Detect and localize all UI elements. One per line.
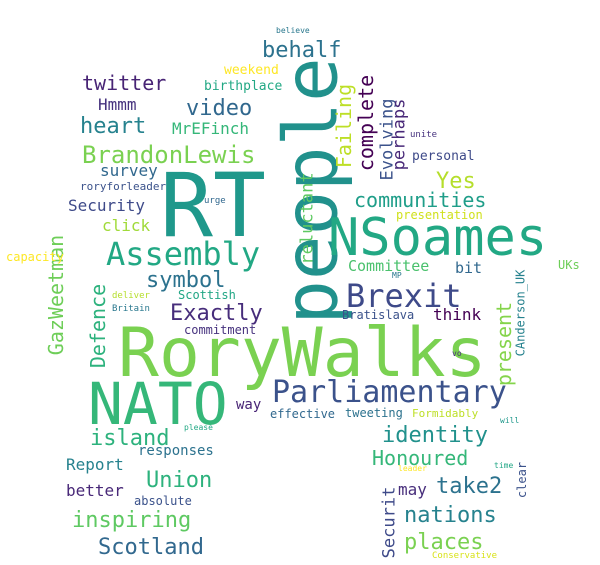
word-presentation: presentation	[396, 208, 483, 222]
word-think: think	[433, 305, 482, 324]
word-urge: urge	[204, 196, 226, 206]
word-rorywalks: RoryWalks	[118, 314, 487, 393]
word-unite: unite	[410, 130, 438, 140]
word-brexit: Brexit	[346, 277, 462, 315]
word-weekend: weekend	[224, 63, 279, 78]
word-twitter: twitter	[82, 71, 167, 95]
word-failing: Failing	[332, 83, 357, 169]
word-report: Report	[66, 455, 124, 474]
word-time: time	[494, 461, 514, 470]
word-survey: survey	[100, 161, 158, 180]
word-inspiring: inspiring	[72, 508, 192, 533]
word-conservative: Conservative	[432, 551, 498, 561]
word-personal: personal	[412, 149, 475, 164]
word-nations: nations	[404, 503, 497, 528]
word-honoured: Honoured	[372, 446, 469, 470]
word-click: click	[102, 216, 151, 235]
word-present: present	[492, 301, 517, 387]
word-responses: responses	[138, 443, 214, 459]
word-believe: believe	[276, 26, 310, 35]
word-bit: bit	[455, 259, 483, 277]
word-identity: identity	[382, 423, 488, 448]
word-formidably: Formidably	[412, 407, 479, 420]
word-absolute: absolute	[134, 494, 192, 508]
word-deliver: deliver	[112, 291, 150, 301]
word-security: Security	[68, 196, 146, 215]
word-committee: Committee	[348, 257, 430, 275]
word-birthplace: birthplace	[204, 79, 283, 94]
word-may: may	[398, 480, 427, 499]
word-communities: communities	[354, 188, 487, 212]
word-leader: leader	[398, 464, 427, 473]
word-nsoames: NSoames	[328, 208, 548, 268]
word-please: please	[184, 423, 213, 432]
word-complete: complete	[354, 74, 379, 172]
word-bratislava: Bratislava	[342, 308, 415, 322]
word-scottish: Scottish	[178, 288, 236, 302]
word-union: Union	[146, 468, 213, 493]
word-will: will	[500, 416, 520, 425]
word-hmmm: Hmmm	[98, 95, 137, 114]
word-heart: heart	[80, 114, 147, 139]
word-canderson-uk: CAnderson_UK	[513, 269, 528, 357]
word-take2: take2	[436, 474, 503, 499]
word-rt: RT	[160, 154, 266, 257]
word-brandonlewis: BrandonLewis	[82, 141, 256, 169]
word-capacity: capacity	[6, 250, 64, 264]
word-reluctant: reluctant	[297, 172, 318, 265]
word-symbol: symbol	[146, 268, 226, 293]
word-better: better	[66, 481, 124, 500]
word-places: places	[404, 530, 484, 555]
word-yes: Yes	[436, 169, 476, 194]
word-video: video	[186, 96, 253, 121]
word-perhaps: perhaps	[389, 98, 410, 171]
word-scotland: Scotland	[98, 535, 204, 560]
word-exactly: Exactly	[170, 301, 263, 326]
word-assembly: Assembly	[106, 235, 261, 273]
word-clear: clear	[515, 461, 530, 499]
word-parliamentary: Parliamentary	[272, 375, 507, 410]
word-uks: UKs	[558, 258, 580, 272]
word-defence: Defence	[86, 283, 111, 369]
word-mrefinch: MrEFinch	[172, 119, 250, 138]
word-commitment: commitment	[184, 323, 257, 337]
word-tweeting: tweeting	[345, 406, 403, 420]
word-securit: Securit	[379, 486, 400, 559]
word-mp: MP	[392, 271, 402, 280]
word-britain: Britain	[112, 304, 150, 314]
word-way: way	[236, 397, 262, 413]
word-roryforleader: roryforleader	[80, 180, 167, 193]
word-vo: vo	[452, 349, 462, 358]
word-effective: effective	[270, 407, 336, 421]
word-behalf: behalf	[262, 38, 342, 63]
word-nato: NATO	[88, 370, 228, 438]
word-island: island	[90, 426, 170, 451]
